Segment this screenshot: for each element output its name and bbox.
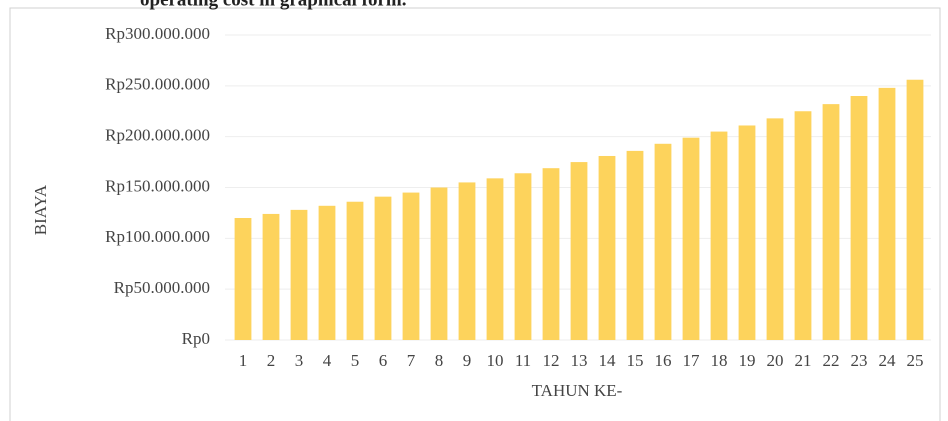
bar	[402, 192, 420, 340]
bar	[878, 87, 896, 340]
bar	[458, 182, 476, 340]
x-tick-label: 21	[795, 351, 812, 370]
x-tick-label: 9	[463, 351, 472, 370]
y-tick-label: Rp100.000.000	[105, 227, 210, 246]
bar	[542, 168, 560, 340]
bar	[738, 125, 756, 340]
x-tick-label: 23	[851, 351, 868, 370]
x-axis-title: TAHUN KE-	[532, 381, 623, 400]
x-tick-label: 2	[267, 351, 276, 370]
x-tick-label: 4	[323, 351, 332, 370]
x-tick-label: 8	[435, 351, 444, 370]
bar	[346, 201, 364, 340]
x-tick-label: 24	[879, 351, 897, 370]
caption: operating cost in graphical form.	[140, 0, 407, 10]
x-tick-label: 6	[379, 351, 388, 370]
bar	[794, 111, 812, 340]
y-axis-title: BIAYA	[31, 184, 50, 235]
x-tick-label: 11	[515, 351, 531, 370]
y-tick-label: Rp50.000.000	[114, 278, 210, 297]
x-tick-label: 25	[907, 351, 924, 370]
y-tick-label: Rp150.000.000	[105, 176, 210, 195]
y-tick-label: Rp0	[182, 329, 210, 348]
x-tick-label: 22	[823, 351, 840, 370]
x-tick-label: 12	[543, 351, 560, 370]
bar	[234, 218, 252, 340]
x-tick-label: 15	[627, 351, 644, 370]
x-tick-label: 19	[739, 351, 756, 370]
x-tick-label: 14	[599, 351, 617, 370]
bar	[486, 178, 504, 340]
chart-border	[9, 7, 941, 421]
bar	[682, 137, 700, 340]
bar	[766, 118, 784, 340]
bar	[822, 104, 840, 340]
bar	[262, 213, 280, 340]
bar	[430, 187, 448, 340]
bar	[290, 209, 308, 340]
bar	[906, 79, 924, 340]
x-tick-label: 10	[487, 351, 504, 370]
x-tick-label: 17	[683, 351, 701, 370]
y-tick-label: Rp200.000.000	[105, 126, 210, 145]
bar	[850, 96, 868, 340]
bar	[318, 205, 336, 340]
x-tick-label: 1	[239, 351, 248, 370]
bar	[374, 196, 392, 340]
bar	[710, 131, 728, 340]
x-tick-label: 7	[407, 351, 416, 370]
bar	[514, 173, 532, 340]
x-tick-label: 13	[571, 351, 588, 370]
x-tick-label: 20	[767, 351, 784, 370]
y-tick-label: Rp300.000.000	[105, 24, 210, 43]
x-tick-label: 3	[295, 351, 304, 370]
x-tick-label: 5	[351, 351, 360, 370]
bar	[626, 150, 644, 340]
x-tick-label: 18	[711, 351, 728, 370]
bar	[570, 162, 588, 340]
y-tick-label: Rp250.000.000	[105, 75, 210, 94]
x-tick-label: 16	[655, 351, 672, 370]
bar	[654, 143, 672, 340]
bar	[598, 155, 616, 340]
